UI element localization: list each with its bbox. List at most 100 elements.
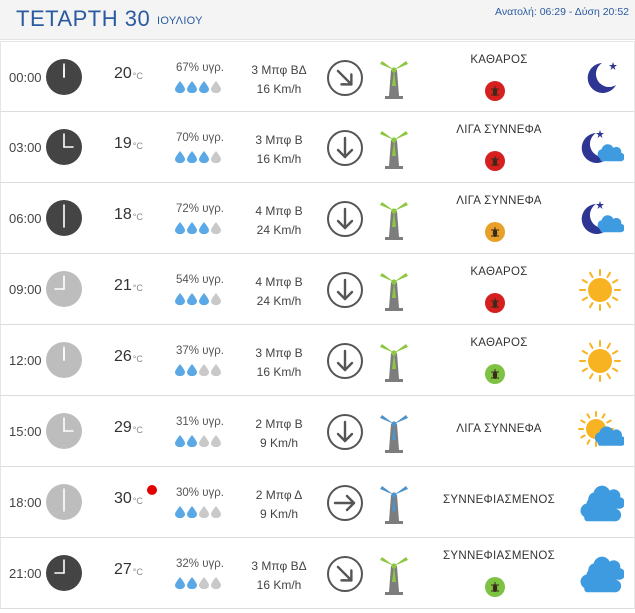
weather-condition: ΣΥΝΝΕΦΙΑΣΜΕΝΟΣ — [442, 494, 556, 506]
wind-direction-arrow-icon — [326, 555, 364, 593]
humidity-drop-icon — [211, 505, 223, 522]
heat-alert-dot — [147, 485, 157, 495]
wind-info: 4 Μπφ Β 24 Km/h — [241, 273, 317, 311]
humidity-drops — [175, 576, 223, 589]
humidity-text: 72% υγρ. — [176, 203, 224, 215]
humidity-drop-icon — [211, 363, 223, 380]
temperature-value: 21 — [114, 277, 132, 294]
humidity-drop-icon — [175, 505, 187, 522]
temperature-unit: °C — [132, 354, 143, 364]
sun-cloud-icon — [576, 411, 626, 453]
forecast-time: 18:00 — [9, 495, 42, 510]
wind-speed: 16 Km/h — [256, 152, 302, 166]
humidity-drop-icon — [187, 505, 199, 522]
insect-index-icon — [485, 577, 505, 597]
wind-direction-arrow-icon — [326, 342, 364, 380]
humidity-drops — [175, 221, 223, 234]
wind-force: 3 Μπφ Β — [255, 133, 303, 147]
humidity-drop-icon — [187, 576, 199, 593]
moon-cloud-icon — [576, 127, 625, 169]
humidity-drop-icon — [211, 80, 223, 97]
temperature-unit: °C — [132, 71, 143, 81]
wind-turbine-icon — [375, 481, 413, 525]
temperature: 27°C — [114, 561, 143, 579]
forecast-time: 03:00 — [9, 140, 42, 155]
weather-condition: ΚΑΘΑΡΟΣ — [470, 266, 528, 278]
humidity-text: 67% υγρ. — [176, 62, 224, 74]
clock-icon — [46, 200, 82, 236]
temperature-value: 20 — [114, 65, 132, 82]
wind-info: 2 Μπφ Β 9 Km/h — [241, 415, 317, 453]
wind-force: 3 Μπφ ΒΔ — [251, 63, 307, 77]
temperature: 30°C — [114, 490, 143, 508]
forecast-row: 18:00 30°C 30% υγρ. 2 Μπφ Δ 9 Km/h ΣΥΝΝΕ… — [0, 467, 635, 538]
wind-info: 2 Μπφ Δ 9 Km/h — [241, 486, 317, 524]
forecast-row: 12:00 26°C 37% υγρ. 3 Μπφ Β 16 Km/h ΚΑΘΑ… — [0, 325, 635, 396]
insect-index-icon — [485, 364, 505, 384]
sunrise-sunset: Ανατολή: 06:29 - Δύση 20:52 — [495, 6, 629, 18]
insect-index-icon — [485, 222, 505, 242]
temperature-value: 18 — [114, 206, 132, 223]
clock-icon — [46, 59, 82, 95]
temperature-unit: °C — [132, 141, 143, 151]
insect-index-icon — [485, 151, 505, 171]
clock-icon — [46, 555, 82, 591]
temperature-value: 29 — [114, 419, 132, 436]
humidity-drop-icon — [187, 363, 199, 380]
wind-force: 3 Μπφ ΒΔ — [251, 559, 307, 573]
forecast-time: 15:00 — [9, 424, 42, 439]
humidity-drop-icon — [211, 576, 223, 593]
humidity-drop-icon — [199, 150, 211, 167]
clouds-icon — [576, 482, 626, 524]
wind-direction-arrow-icon — [326, 413, 364, 451]
wind-turbine-icon — [375, 552, 413, 596]
forecast-time: 00:00 — [9, 70, 42, 85]
wind-force: 4 Μπφ Β — [255, 275, 303, 289]
insect-index-icon — [485, 81, 505, 101]
wind-speed: 16 Km/h — [256, 365, 302, 379]
humidity-drop-icon — [175, 434, 187, 451]
weather-condition: ΛΙΓΑ ΣΥΝΝΕΦΑ — [456, 195, 542, 207]
wind-info: 3 Μπφ Β 16 Km/h — [241, 131, 317, 169]
weather-condition: ΚΑΘΑΡΟΣ — [470, 337, 528, 349]
wind-speed: 16 Km/h — [256, 578, 302, 592]
wind-speed: 16 Km/h — [256, 82, 302, 96]
wind-direction-arrow-icon — [326, 484, 364, 522]
temperature-value: 27 — [114, 561, 132, 578]
clock-icon — [46, 413, 82, 449]
temperature-unit: °C — [132, 567, 143, 577]
temperature: 18°C — [114, 206, 143, 224]
temperature: 21°C — [114, 277, 143, 295]
wind-speed: 24 Km/h — [256, 223, 302, 237]
forecast-row: 00:00 20°C 67% υγρ. 3 Μπφ ΒΔ 16 Km/h ΚΑΘ… — [0, 41, 635, 112]
temperature-value: 26 — [114, 348, 132, 365]
temperature-unit: °C — [132, 496, 143, 506]
temperature: 20°C — [114, 65, 143, 83]
clouds-icon — [576, 553, 626, 595]
wind-turbine-icon — [375, 410, 413, 454]
moon-cloud-icon — [576, 198, 625, 240]
humidity-drop-icon — [199, 80, 211, 97]
humidity-drop-icon — [199, 434, 211, 451]
moon-icon — [576, 57, 624, 99]
temperature: 26°C — [114, 348, 143, 366]
humidity-drop-icon — [187, 292, 199, 309]
forecast-row: 09:00 21°C 54% υγρ. 4 Μπφ Β 24 Km/h ΚΑΘΑ… — [0, 254, 635, 325]
humidity-drop-icon — [199, 576, 211, 593]
weather-condition: ΛΙΓΑ ΣΥΝΝΕΦΑ — [456, 423, 542, 435]
forecast-time: 09:00 — [9, 282, 42, 297]
humidity-drop-icon — [187, 221, 199, 238]
wind-force: 3 Μπφ Β — [255, 346, 303, 360]
humidity-drops — [175, 292, 223, 305]
forecast-time: 12:00 — [9, 353, 42, 368]
day-header: ΤΕΤΑΡΤΗ 30 ΙΟΥΛΙΟΥ Ανατολή: 06:29 - Δύση… — [0, 0, 635, 40]
wind-speed: 24 Km/h — [256, 294, 302, 308]
temperature-unit: °C — [132, 283, 143, 293]
wind-info: 3 Μπφ ΒΔ 16 Km/h — [241, 557, 317, 595]
temperature-value: 30 — [114, 490, 132, 507]
wind-direction-arrow-icon — [326, 59, 364, 97]
month-title: ΙΟΥΛΙΟΥ — [157, 15, 203, 27]
humidity-drops — [175, 434, 223, 447]
humidity-text: 37% υγρ. — [176, 345, 224, 357]
humidity-drop-icon — [211, 150, 223, 167]
